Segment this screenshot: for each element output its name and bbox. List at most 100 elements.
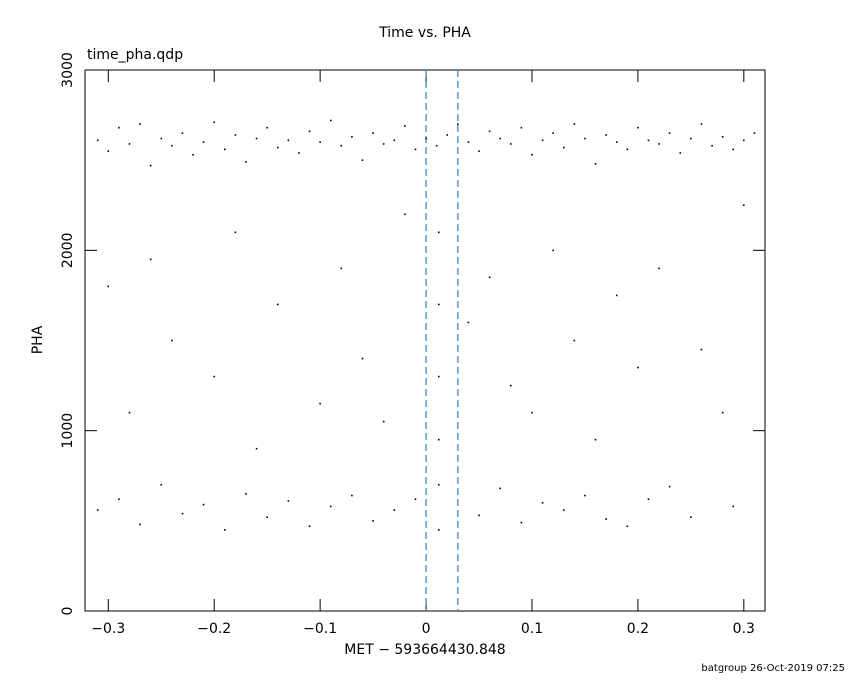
- point: [96, 509, 99, 511]
- point: [181, 512, 184, 515]
- point: [690, 137, 692, 140]
- point: [721, 411, 724, 414]
- point: [361, 159, 364, 161]
- point: [711, 144, 713, 147]
- point: [118, 126, 120, 129]
- point: [372, 520, 374, 522]
- point: [266, 516, 268, 519]
- point: [499, 487, 502, 490]
- point: [171, 339, 173, 342]
- point: [488, 130, 491, 133]
- point: [213, 121, 216, 124]
- point: [107, 285, 110, 288]
- point: [668, 132, 671, 134]
- point: [276, 303, 279, 306]
- point: [626, 148, 629, 151]
- point: [234, 231, 237, 234]
- point: [192, 153, 194, 156]
- point: [552, 249, 554, 252]
- point: [721, 135, 724, 138]
- point: [594, 438, 597, 441]
- point: [224, 529, 226, 531]
- point: [213, 375, 216, 378]
- point: [329, 119, 332, 122]
- point: [329, 505, 332, 508]
- point: [647, 498, 650, 500]
- point: [743, 139, 745, 142]
- point: [340, 267, 343, 270]
- point: [584, 494, 586, 497]
- point: [139, 523, 141, 526]
- point: [658, 267, 660, 270]
- point: [605, 518, 607, 520]
- point: [647, 139, 650, 142]
- subtitle: time_pha.qdp: [87, 47, 183, 63]
- point: [393, 509, 396, 511]
- plot-frame: [84, 69, 766, 612]
- point: [414, 148, 417, 151]
- point: [509, 143, 512, 145]
- point: [393, 139, 396, 142]
- point: [414, 498, 417, 500]
- point: [118, 498, 120, 500]
- point: [594, 162, 597, 165]
- point: [446, 134, 449, 136]
- point: [437, 231, 440, 234]
- point: [139, 123, 141, 125]
- x-tick-label: −0.1: [303, 621, 337, 637]
- point: [478, 514, 480, 517]
- point: [509, 384, 512, 387]
- y-tick-label: 2000: [60, 233, 76, 269]
- point: [404, 125, 406, 127]
- x-tick-label: 0.3: [733, 621, 755, 637]
- point: [255, 447, 258, 450]
- point: [690, 516, 692, 519]
- point: [382, 143, 385, 145]
- point: [467, 321, 470, 324]
- point: [351, 494, 353, 497]
- y-tick-label: 0: [60, 607, 76, 616]
- x-tick-label: −0.2: [197, 621, 231, 637]
- point: [128, 411, 131, 414]
- point: [308, 130, 311, 133]
- chart-title: Time vs. PHA: [378, 25, 471, 41]
- point: [245, 161, 247, 163]
- point: [562, 509, 565, 511]
- point: [573, 339, 576, 342]
- point: [700, 348, 703, 351]
- point: [287, 139, 290, 142]
- point: [552, 132, 554, 134]
- point: [605, 134, 607, 136]
- point: [245, 492, 247, 495]
- point: [319, 141, 321, 143]
- x-tick-label: 0.2: [627, 621, 649, 637]
- point: [160, 483, 163, 486]
- point: [149, 164, 152, 167]
- point: [615, 294, 618, 297]
- x-tick-label: −0.3: [91, 621, 125, 637]
- point: [181, 132, 184, 134]
- point: [234, 134, 237, 136]
- point: [732, 505, 735, 508]
- point: [437, 438, 440, 441]
- point: [562, 146, 565, 149]
- point: [541, 139, 544, 142]
- footer: batgroup 26-Oct-2019 07:25: [701, 663, 845, 674]
- point: [668, 485, 671, 488]
- point: [573, 123, 576, 125]
- point: [404, 213, 406, 216]
- point: [287, 500, 290, 502]
- point: [107, 150, 110, 152]
- point: [437, 529, 440, 531]
- point: [531, 153, 533, 156]
- point: [276, 146, 279, 149]
- point: [637, 126, 639, 129]
- point: [437, 375, 440, 378]
- point: [520, 126, 523, 129]
- point: [351, 135, 353, 138]
- point: [658, 143, 660, 145]
- point: [437, 303, 440, 306]
- point: [584, 137, 586, 140]
- point: [467, 141, 470, 143]
